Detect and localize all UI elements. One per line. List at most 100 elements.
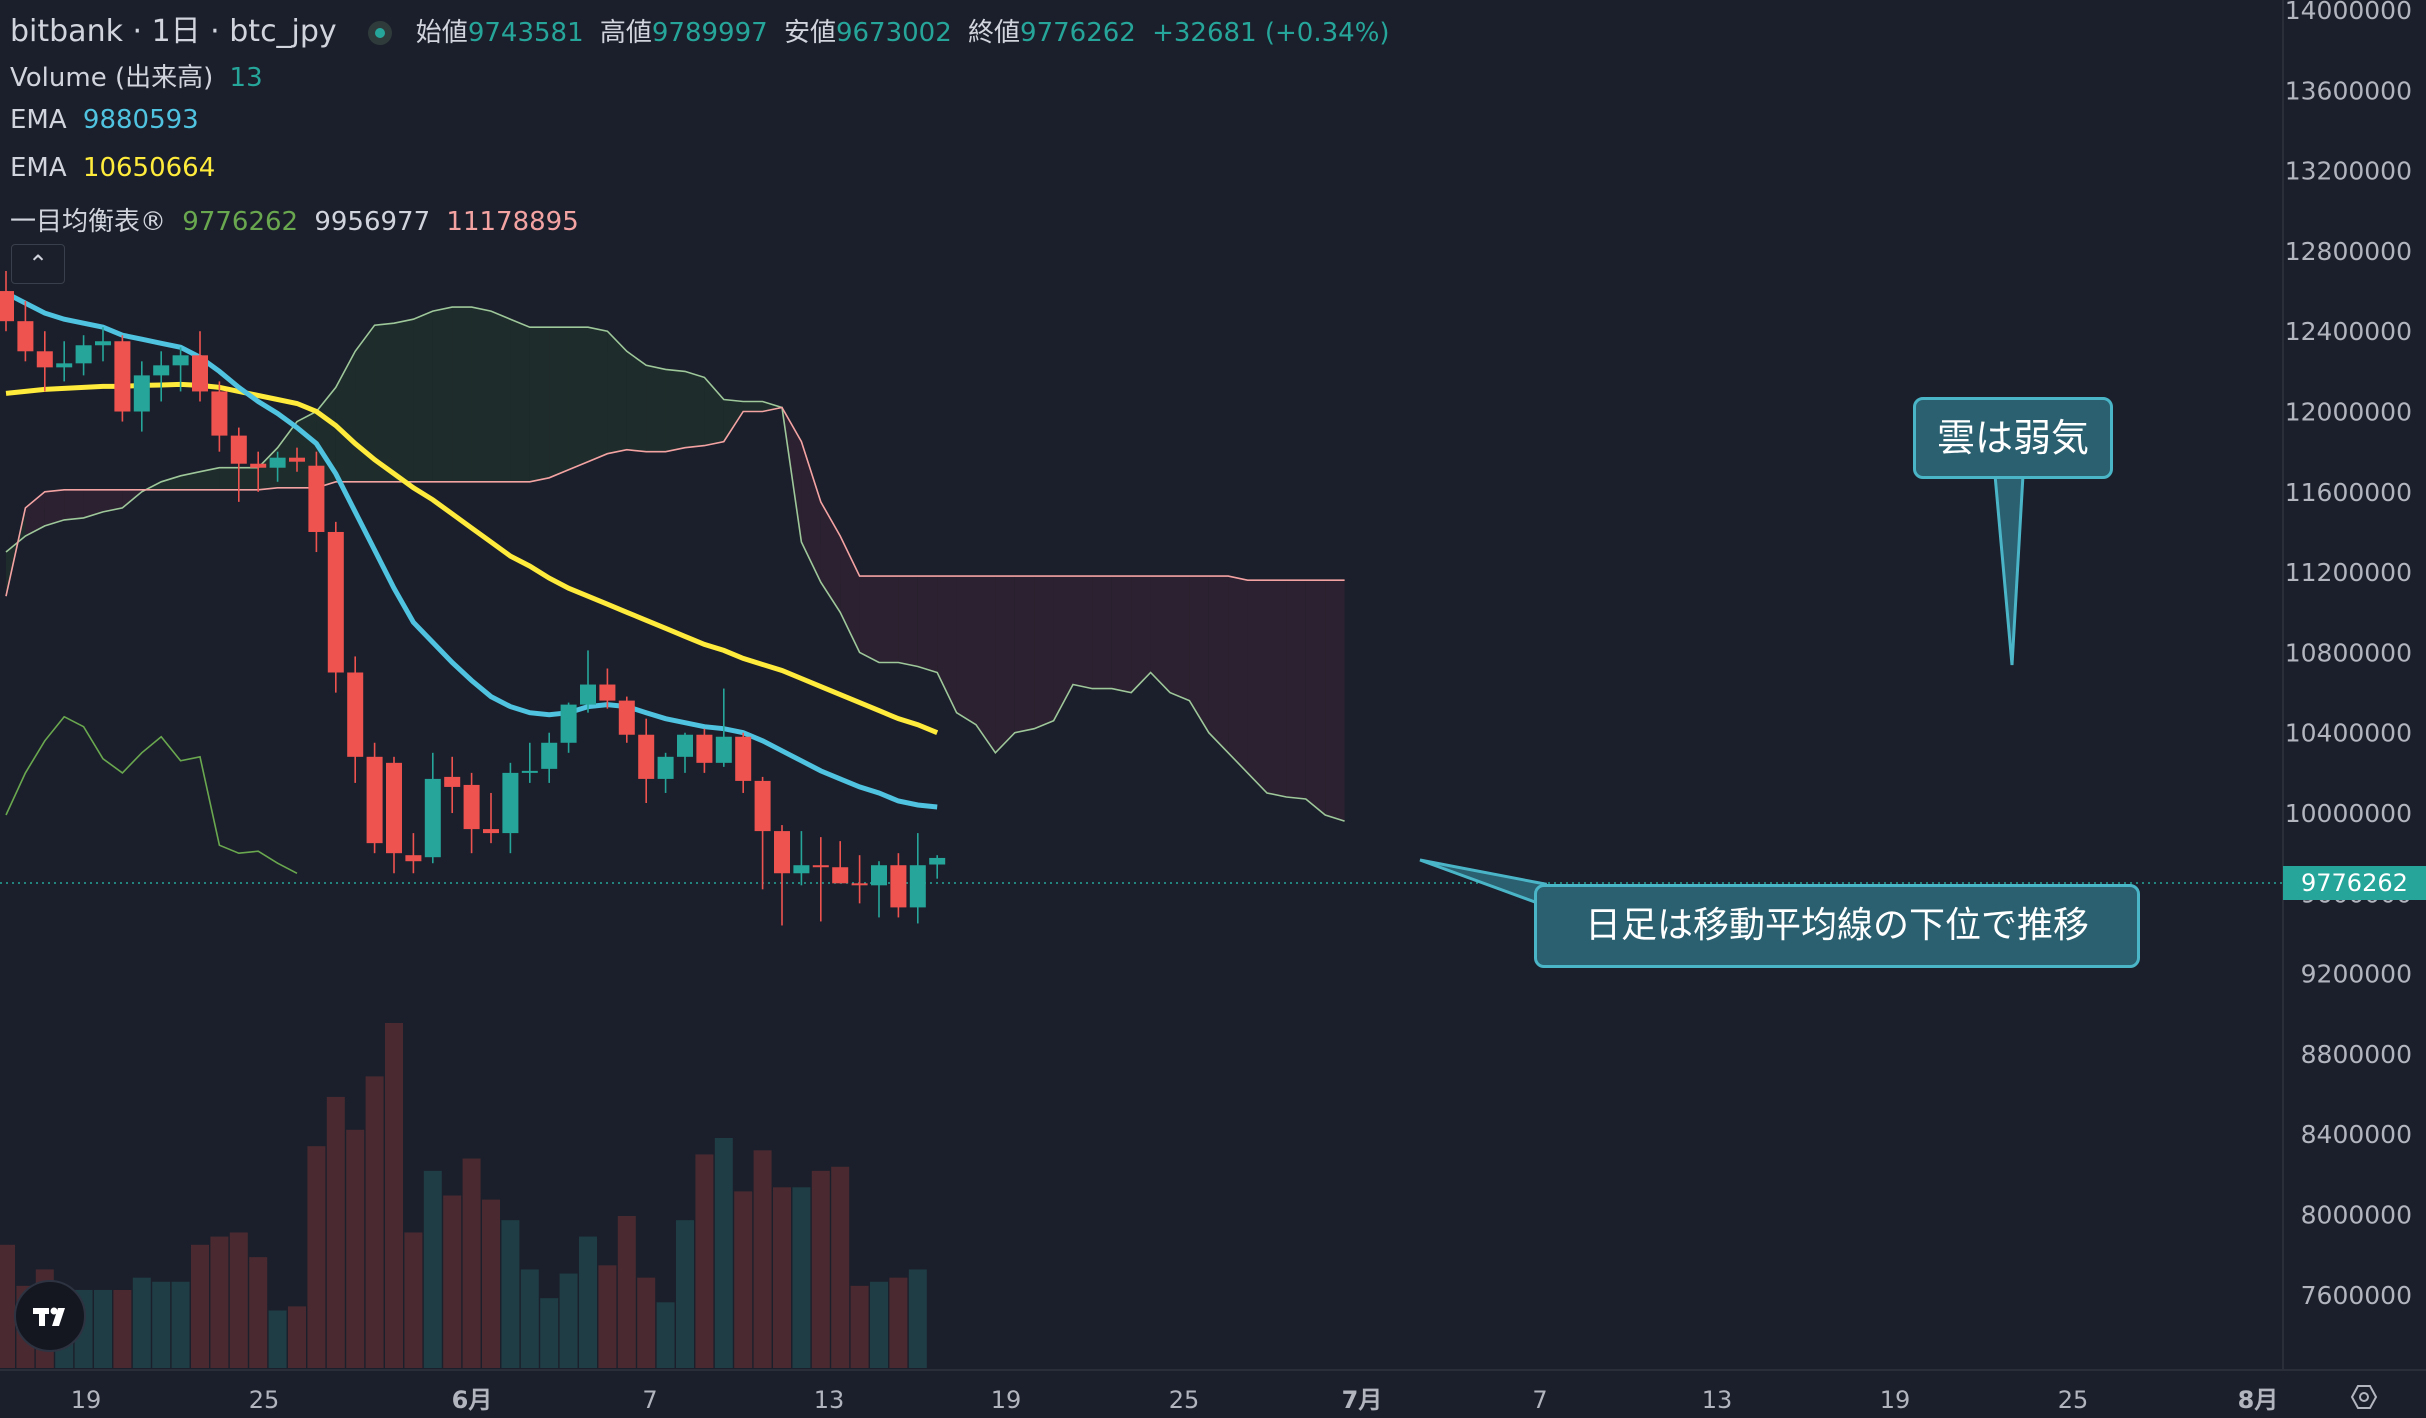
- candle-body: [192, 355, 208, 392]
- volume-bar: [656, 1302, 675, 1368]
- trend-note-pointer: [1419, 858, 1548, 904]
- cloud-segment: [917, 576, 938, 673]
- candle-body: [114, 341, 131, 412]
- ema-fast-legend[interactable]: EMA 9880593: [10, 105, 207, 135]
- candle-body: [269, 457, 286, 468]
- price-tick-label: 10800000: [2285, 638, 2412, 667]
- cloud-segment: [200, 467, 220, 490]
- volume-bar: [462, 1158, 481, 1368]
- candle-body: [793, 865, 810, 874]
- ema-fast-label: EMA: [10, 105, 67, 135]
- cloud-segment: [665, 369, 685, 452]
- volume-bar: [268, 1310, 287, 1368]
- symbol-title[interactable]: bitbank · 1日 · btc_jpy: [10, 14, 337, 49]
- volume-bar: [191, 1244, 209, 1368]
- price-tick-label: 10000000: [2285, 799, 2412, 828]
- cloud-segment: [762, 401, 782, 412]
- price-tick-label: 12800000: [2285, 237, 2412, 266]
- cloud-segment: [898, 576, 918, 667]
- volume-bar: [773, 1187, 791, 1368]
- tradingview-logo-icon[interactable]: [14, 1280, 86, 1352]
- cloud-segment: [277, 421, 297, 488]
- change-value: +32681 (+0.34%): [1152, 18, 1390, 48]
- candle-body: [541, 742, 558, 769]
- candle-body: [851, 883, 868, 886]
- cloud-segment: [238, 467, 259, 490]
- cloud-segment: [510, 319, 530, 482]
- price-tick-label: 12000000: [2285, 398, 2412, 427]
- cloud-segment: [432, 307, 453, 482]
- cloud-segment: [1034, 576, 1054, 729]
- cloud-segment: [1053, 576, 1073, 721]
- candle-body: [289, 457, 305, 462]
- cloud-segment: [956, 576, 976, 725]
- volume-bar: [637, 1277, 656, 1368]
- cloud-segment: [549, 327, 569, 478]
- trend-callout: 日足は移動平均線の下位で推移: [1534, 884, 2140, 968]
- ichimoku-legend[interactable]: 一目均衡表® 9776262 9956977 11178895: [10, 201, 587, 238]
- volume-bar: [113, 1289, 132, 1368]
- volume-legend[interactable]: Volume (出来高) 13: [10, 57, 271, 94]
- volume-bar: [540, 1298, 559, 1368]
- high-label: 高値: [599, 18, 652, 48]
- price-tick-label: 7600000: [2301, 1281, 2412, 1310]
- volume-bar: [288, 1306, 306, 1368]
- cloud-segment: [64, 489, 84, 520]
- volume-bar: [734, 1191, 753, 1368]
- candle-body: [618, 700, 635, 735]
- candlesticks: [0, 270, 946, 926]
- candle-body: [560, 704, 577, 743]
- price-tick-label: 8400000: [2301, 1120, 2412, 1149]
- ema-slow-label: EMA: [10, 153, 67, 183]
- candle-body: [250, 463, 267, 468]
- cloud-segment: [355, 325, 375, 482]
- cloud-segment: [1208, 576, 1229, 753]
- candle-body: [696, 734, 713, 763]
- candle-body: [0, 291, 14, 322]
- candle-body: [386, 762, 402, 854]
- candle-body: [812, 865, 829, 868]
- candle-body: [17, 321, 34, 352]
- candle-body: [366, 756, 383, 844]
- price-axis[interactable]: 14000000 13600000 13200000 12800000 12400000…: [2285, 0, 2412, 1310]
- volume-bar: [811, 1170, 830, 1368]
- settings-icon[interactable]: [2350, 1385, 2378, 1409]
- trend-note-text: 日足は移動平均線の下位で推移: [1584, 905, 2089, 946]
- volume-bar: [908, 1269, 927, 1368]
- time-tick-label: 19: [1880, 1386, 1911, 1414]
- symbol-legend[interactable]: bitbank · 1日 · btc_jpy 始値9743581 高値97899…: [10, 6, 1406, 50]
- volume-bar: [132, 1277, 151, 1368]
- candle-body: [308, 465, 325, 532]
- price-tick-label: 9200000: [2301, 960, 2412, 989]
- volume-bars: [0, 1023, 927, 1368]
- cloud-segment: [801, 441, 821, 583]
- time-tick-label: 7月: [1342, 1386, 1383, 1414]
- time-axis[interactable]: 19 25 6月 7 13 19 25 7月 7 13 19 25 8月: [71, 1386, 2279, 1414]
- candle-body: [56, 363, 73, 368]
- volume-value: 13: [229, 63, 263, 93]
- time-tick-label: 6月: [452, 1386, 493, 1414]
- market-status-icon: [368, 20, 393, 45]
- cloud-bearish-callout: 雲は弱気: [1913, 397, 2113, 479]
- cloud-segment: [219, 467, 239, 490]
- candle-body: [463, 784, 480, 830]
- cloud-segment: [646, 365, 666, 452]
- price-tick-label: 14000000: [2285, 0, 2412, 25]
- collapse-legend-button[interactable]: ⌃: [11, 244, 65, 284]
- volume-bar: [307, 1146, 326, 1368]
- volume-bar: [676, 1220, 694, 1368]
- candle-body: [347, 672, 364, 757]
- time-tick-label: 19: [71, 1386, 102, 1414]
- candle-body: [75, 345, 92, 364]
- cloud-segment: [723, 399, 744, 442]
- volume-bar: [559, 1273, 578, 1368]
- cloud-segment: [1092, 576, 1112, 689]
- candle-body: [327, 531, 344, 673]
- volume-bar: [346, 1129, 365, 1368]
- tradingview-logo-mark: [33, 1307, 65, 1326]
- ema-slow-legend[interactable]: EMA 10650664: [10, 153, 223, 183]
- price-tick-label: 8000000: [2301, 1201, 2412, 1230]
- low-value: 9673002: [835, 18, 952, 48]
- volume-bar: [210, 1236, 229, 1368]
